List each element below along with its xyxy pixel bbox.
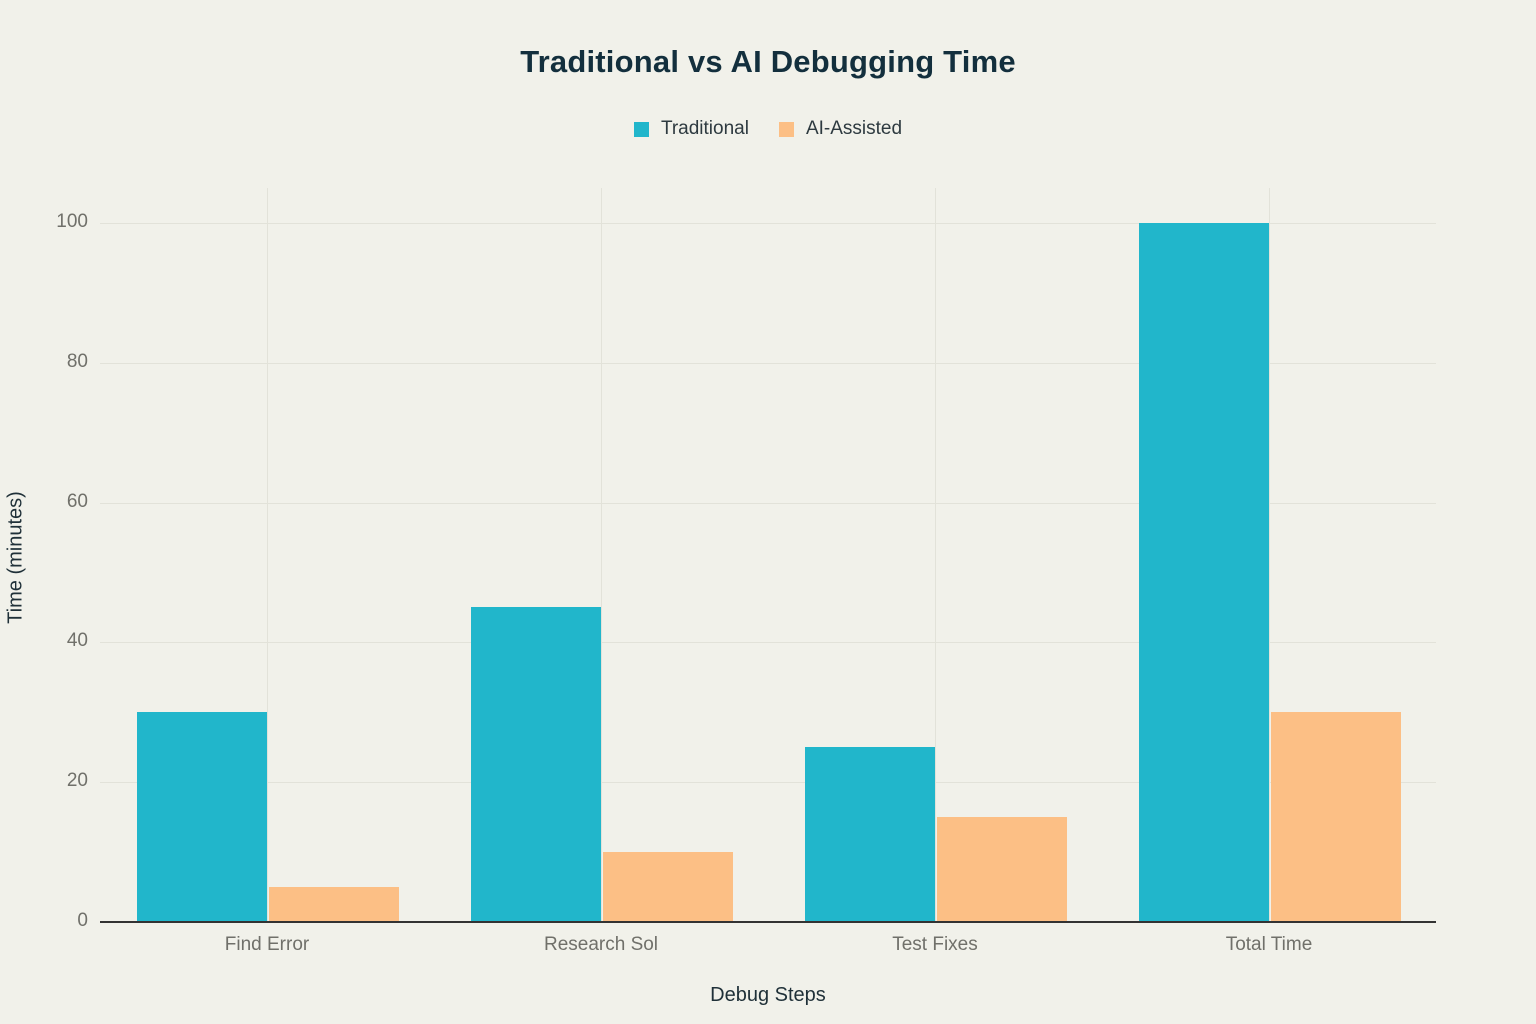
bar-ai-assisted-2 bbox=[937, 817, 1067, 922]
bar-ai-assisted-0 bbox=[269, 887, 399, 922]
legend-item-traditional[interactable]: Traditional bbox=[633, 118, 749, 140]
legend: Traditional AI-Assisted bbox=[0, 118, 1536, 140]
y-tick-60: 60 bbox=[66, 490, 88, 512]
legend-label-traditional: Traditional bbox=[660, 118, 749, 139]
gridline-y-40 bbox=[100, 642, 1436, 644]
gridline-x-3 bbox=[1269, 188, 1270, 922]
chart-title: Traditional vs AI Debugging Time bbox=[520, 44, 1016, 79]
x-axis-title: Debug Steps bbox=[710, 984, 826, 1006]
bar-ai-assisted-1 bbox=[603, 852, 733, 922]
y-tick-100: 100 bbox=[56, 210, 88, 232]
gridline-y-20 bbox=[100, 782, 1436, 784]
legend-swatch-ai-assisted-icon bbox=[778, 121, 794, 137]
y-tick-0: 0 bbox=[77, 910, 88, 931]
bar-traditional-2 bbox=[805, 747, 935, 922]
x-tick-2: Test Fixes bbox=[892, 934, 978, 955]
gridline-x-2 bbox=[935, 188, 936, 922]
gridline-x-0 bbox=[267, 188, 268, 922]
gridline-y-80 bbox=[100, 362, 1436, 364]
plot-area bbox=[100, 188, 1436, 923]
x-tick-3: Total Time bbox=[1225, 934, 1313, 955]
x-tick-0: Find Error bbox=[224, 934, 310, 955]
y-tick-80: 80 bbox=[66, 350, 88, 372]
y-tick-20: 20 bbox=[66, 770, 88, 792]
bar-traditional-1 bbox=[471, 607, 601, 922]
x-axis-line bbox=[100, 921, 1436, 923]
legend-label-ai-assisted: AI-Assisted bbox=[805, 118, 903, 139]
legend-item-ai-assisted[interactable]: AI-Assisted bbox=[778, 118, 903, 140]
bar-traditional-3 bbox=[1139, 222, 1269, 922]
legend-swatch-traditional-icon bbox=[633, 121, 649, 137]
bar-traditional-0 bbox=[137, 712, 267, 922]
y-tick-40: 40 bbox=[66, 630, 88, 652]
gridline-y-60 bbox=[100, 502, 1436, 504]
gridline-y-100 bbox=[100, 222, 1436, 224]
bar-ai-assisted-3 bbox=[1271, 712, 1401, 922]
x-tick-1: Research Sol bbox=[543, 934, 659, 955]
gridline-x-1 bbox=[601, 188, 602, 922]
